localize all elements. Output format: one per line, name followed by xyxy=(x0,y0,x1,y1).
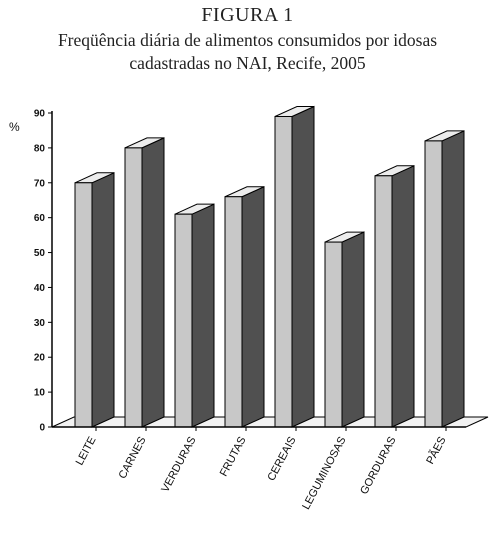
bar-front-face xyxy=(124,147,143,428)
y-tick-label: 80 xyxy=(34,143,46,154)
chart-title-line-2: cadastradas no NAI, Recife, 2005 xyxy=(129,53,366,73)
chart-floor xyxy=(51,416,489,428)
bar-side-face xyxy=(341,231,365,428)
y-tick-label: 40 xyxy=(34,283,46,294)
bar-front-face xyxy=(424,140,443,428)
x-tick-label: LEITE xyxy=(74,435,99,468)
bar-side-face xyxy=(241,185,265,428)
bar xyxy=(374,165,415,431)
bar-side-face xyxy=(141,137,165,428)
y-tick-label: 10 xyxy=(34,388,46,399)
x-tick-label: GORDURAS xyxy=(358,435,398,497)
floor-plane xyxy=(51,416,489,428)
x-tick-label: CARNES xyxy=(117,435,149,481)
bar-side-face xyxy=(191,203,215,428)
x-tick-label: FRUTAS xyxy=(218,435,249,479)
bars xyxy=(74,105,465,431)
y-axis: 0 10 20 30 40 50 60 70 80 90 xyxy=(34,109,53,434)
y-tick-label: 0 xyxy=(39,423,45,434)
bar xyxy=(74,172,115,431)
bar-side-face xyxy=(441,130,465,428)
y-tick-label: 70 xyxy=(34,178,46,189)
bar-front-face xyxy=(374,175,393,428)
x-tick-label: PÃES xyxy=(423,434,448,466)
y-tick-label: 60 xyxy=(34,213,46,224)
bar-front-face xyxy=(274,115,293,428)
bar xyxy=(424,130,465,431)
y-tick-label: 90 xyxy=(34,109,46,120)
y-tick-label: 20 xyxy=(34,353,46,364)
bar-front-face xyxy=(324,241,343,428)
bar xyxy=(324,231,365,431)
bar-front-face xyxy=(174,213,193,428)
y-tick-label: 50 xyxy=(34,248,46,259)
x-axis: LEITE CARNES VERDURAS FRUTAS CEREAIS LEGUMINO… xyxy=(52,426,466,512)
chart-title-line-1: Freqüência diária de alimentos consumido… xyxy=(57,30,438,50)
bar-side-face xyxy=(291,105,315,428)
bar-front-face xyxy=(224,196,243,428)
bar xyxy=(224,185,265,431)
bar xyxy=(124,137,165,431)
x-tick-label: LEGUMINOSAS xyxy=(300,435,348,512)
bar-side-face xyxy=(391,165,415,428)
bar-front-face xyxy=(74,182,93,428)
bar-side-face xyxy=(91,172,115,428)
bar xyxy=(274,105,315,431)
x-tick-label: CEREAIS xyxy=(265,435,298,483)
y-axis-label: % xyxy=(9,120,20,134)
x-tick-label: VERDURAS xyxy=(159,435,198,495)
bar xyxy=(174,203,215,431)
y-tick-label: 30 xyxy=(34,318,46,329)
figure-label: FIGURA 1 xyxy=(201,4,294,26)
